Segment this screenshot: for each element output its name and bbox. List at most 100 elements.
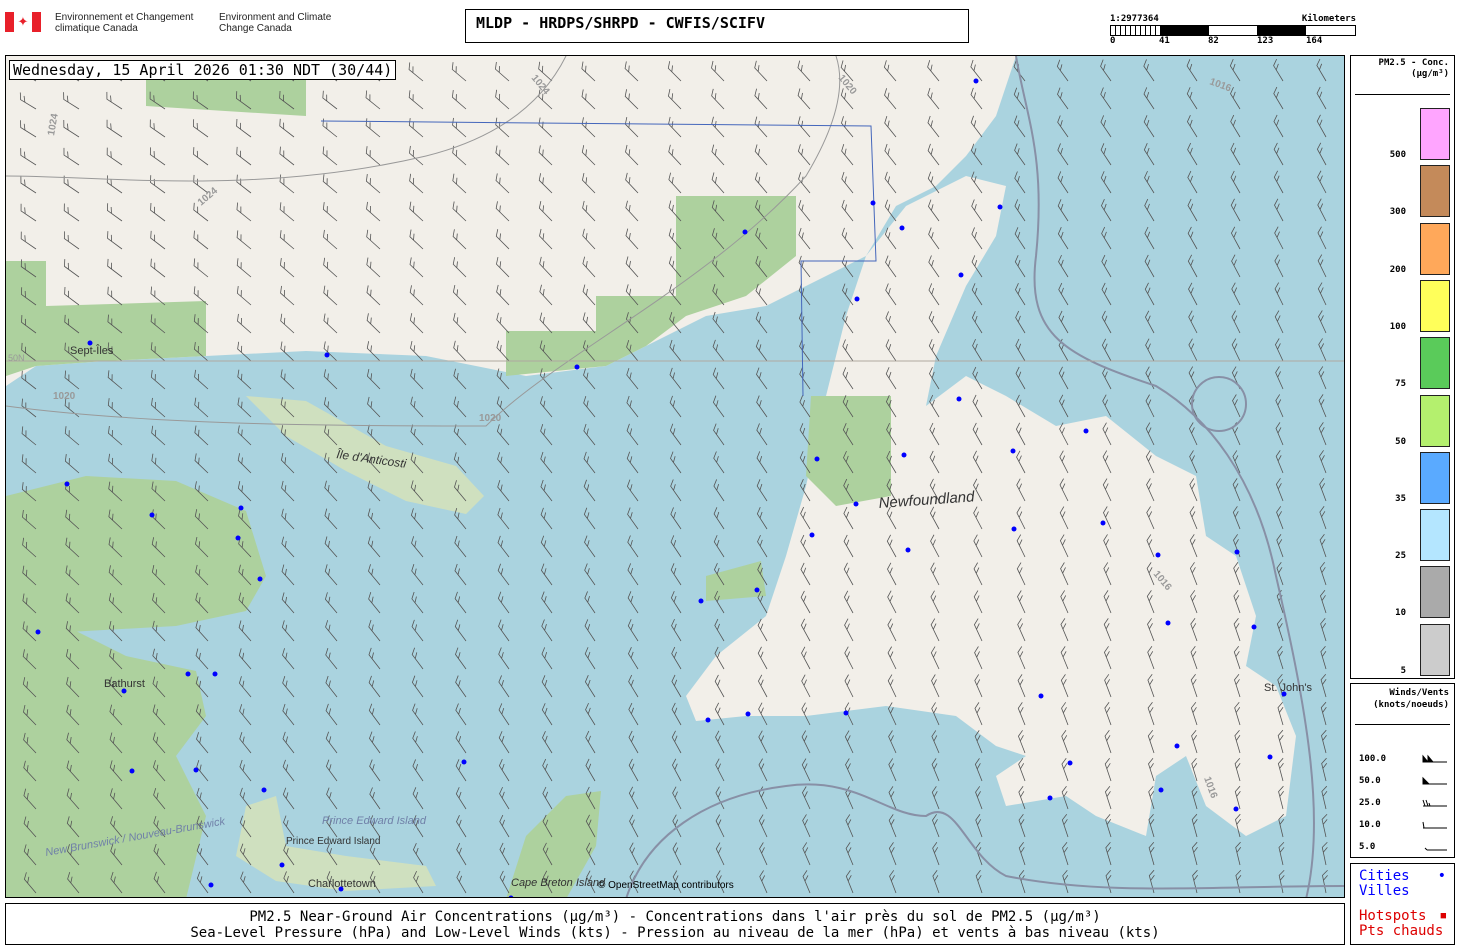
wind-barb [1148,841,1155,866]
city-dot[interactable] [87,340,93,346]
wind-barb [65,621,80,642]
city-dot[interactable] [1158,787,1164,793]
wind-barb [1191,841,1198,866]
city-dot[interactable] [257,576,263,582]
land-cape-breton [506,791,601,897]
wind-barb [498,675,510,698]
wind-barb [153,843,166,866]
wind-barb [1187,254,1198,278]
wind-barb [496,368,510,390]
city-dot[interactable] [235,535,241,541]
place-label: Cape Breton Island [511,877,606,889]
wind-barb [885,283,897,306]
city-dot[interactable] [901,452,907,458]
wind-barb [1316,86,1327,110]
city-dot[interactable] [121,688,127,694]
wind-speed-label: 50.0 [1359,776,1381,786]
wind-barb [193,230,209,250]
wind-barb [1230,170,1241,194]
wind-barb [582,228,596,250]
wind-barb [1104,785,1112,810]
wind-barb [496,424,510,446]
wind-barb [1230,226,1241,250]
wind-barb [843,590,854,614]
wind-barb [499,870,510,894]
osm-attribution[interactable]: © OpenStreetMap contributors [598,880,734,891]
wind-barb [365,118,381,138]
city-dot[interactable] [997,204,1003,210]
city-dot[interactable] [698,598,704,604]
city-dot[interactable] [1067,760,1073,766]
map-view[interactable]: Sept-Îles Île d'Anticosti Newfoundland B… [5,55,1345,898]
city-dot[interactable] [1267,754,1273,760]
city-dot[interactable] [1174,743,1180,749]
place-label: Prince Edward Island [322,815,427,827]
city-dot[interactable] [1251,624,1257,630]
wind-barb [411,675,424,698]
city-dot[interactable] [1010,448,1016,454]
city-dot[interactable] [1233,806,1239,812]
wind-barb [456,842,467,866]
wind-barb [971,311,983,334]
city-dot[interactable] [973,78,979,84]
wind-barb [1230,86,1241,110]
city-dot[interactable] [905,547,911,553]
wind-barb [627,535,639,558]
city-dot[interactable] [1047,795,1053,801]
city-dot[interactable] [238,505,244,511]
city-dot[interactable] [64,481,70,487]
city-dot[interactable] [324,352,330,358]
city-dot[interactable] [843,710,849,716]
wind-barb [324,536,338,558]
city-dot[interactable] [745,711,751,717]
city-dot[interactable] [870,200,876,206]
city-dot[interactable] [508,895,514,899]
city-dot[interactable] [129,768,135,774]
city-dot[interactable] [854,296,860,302]
wind-barb [930,646,940,670]
city-dot[interactable] [208,882,214,888]
city-dot[interactable] [574,364,580,370]
wind-barb [326,787,338,810]
scale-tick: 41 [1159,36,1170,46]
city-dot[interactable] [193,767,199,773]
wind-barb [280,285,295,306]
city-dot[interactable] [742,229,748,235]
city-dot[interactable] [754,587,760,593]
wind-barb [628,646,639,670]
city-dot[interactable] [149,512,155,518]
city-dot[interactable] [958,272,964,278]
city-dot[interactable] [956,396,962,402]
city-dot[interactable] [705,717,711,723]
city-dot[interactable] [1234,549,1240,555]
city-dot[interactable] [338,886,344,892]
wind-barb [408,90,424,110]
wind-barb [366,229,381,250]
wind-barb [671,758,682,782]
city-dot[interactable] [1011,526,1017,532]
city-dot[interactable] [1100,520,1106,526]
wind-barb [1015,282,1026,306]
wind-speed-label: 10.0 [1359,820,1381,830]
wind-barb [538,89,553,110]
city-dot[interactable] [212,671,218,677]
city-dot[interactable] [809,532,815,538]
city-dot[interactable] [1083,428,1089,434]
wind-barb [625,256,639,278]
city-dot[interactable] [1038,693,1044,699]
city-dot[interactable] [853,501,859,507]
city-dot[interactable] [279,862,285,868]
city-dot[interactable] [1165,620,1171,626]
wind-barb [799,423,811,446]
city-dot[interactable] [814,456,820,462]
city-dot[interactable] [461,759,467,765]
city-dot[interactable] [1281,691,1287,697]
city-dot[interactable] [899,225,905,231]
city-dot[interactable] [1155,552,1161,558]
city-dot[interactable] [261,787,267,793]
wind-barb [927,87,940,110]
city-dot[interactable] [185,671,191,677]
wind-barb [1232,450,1241,474]
caption-line-2: Sea-Level Pressure (hPa) and Low-Level W… [190,925,1160,941]
city-dot[interactable] [35,629,41,635]
